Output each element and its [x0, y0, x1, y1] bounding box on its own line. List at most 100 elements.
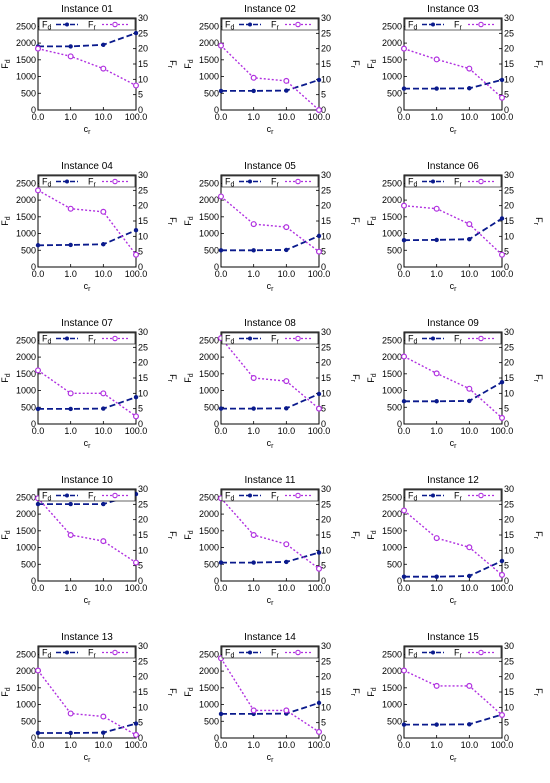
- x-tick-label: 10.0: [95, 112, 113, 122]
- fd-data-point: [35, 406, 41, 412]
- legend-marker-fd: [431, 179, 435, 184]
- fr-data-point: [400, 45, 407, 52]
- y-tick-label: 2000: [382, 195, 402, 205]
- x-tick-label: 0.0: [398, 269, 411, 279]
- y2-tick-label: 5: [321, 718, 326, 728]
- y-tick-label: 500: [204, 88, 219, 98]
- line-chart: Instance 10 0 500 1000 1500 2000 2500 0 5 10 15 20 2…: [0, 475, 178, 607]
- fr-data-point: [466, 682, 473, 689]
- x-axis-label: cr: [450, 595, 458, 607]
- x-tick-label: 0.0: [215, 269, 228, 279]
- legend: Fd Fr: [38, 489, 136, 503]
- y2-tick-label: 5: [504, 247, 509, 257]
- y-tick-label: 0: [31, 105, 36, 115]
- x-tick-label: 100.0: [308, 269, 331, 279]
- x-tick-label: 0.0: [32, 112, 45, 122]
- y-tick-label: 500: [21, 716, 36, 726]
- legend: Fd Fr: [404, 18, 502, 32]
- fr-data-point: [433, 682, 440, 689]
- x-axis-label: cr: [267, 438, 275, 450]
- fr-series-line: [403, 205, 503, 256]
- legend-marker-fd: [431, 336, 435, 341]
- y2-tick-label: 10: [138, 545, 148, 555]
- x-tick-label: 100.0: [491, 583, 514, 593]
- fr-data-point: [316, 728, 323, 735]
- y2-tick-label: 0: [504, 105, 509, 115]
- x-tick-label: 10.0: [461, 426, 479, 436]
- y-tick-label: 2500: [16, 335, 36, 345]
- fd-data-point: [401, 238, 407, 243]
- y-tick-label: 0: [397, 733, 402, 743]
- chart-panel: Instance 08 0 500 1000 1500 2000 2500 0 5 10 15 20 2…: [183, 314, 363, 469]
- y2-tick-label: 25: [504, 499, 514, 509]
- x-tick-label: 1.0: [430, 426, 443, 436]
- y2-tick-label: 25: [138, 28, 148, 38]
- fr-data-point: [133, 413, 140, 420]
- y-tick-label: 2500: [199, 335, 219, 345]
- legend-marker-fd: [431, 493, 435, 498]
- legend-marker-fr: [478, 21, 484, 28]
- fr-data-point: [133, 251, 140, 258]
- fr-data-point: [283, 541, 290, 548]
- fd-data-point: [467, 722, 472, 727]
- y-tick-label: 1500: [199, 212, 219, 222]
- y-tick-label: 2000: [16, 509, 36, 519]
- y2-tick-label: 10: [138, 702, 148, 712]
- fr-data-point: [250, 707, 257, 714]
- y2-axis-label: Fr: [532, 374, 544, 383]
- legend-marker-fr: [478, 649, 484, 656]
- fr-data-point: [316, 248, 323, 255]
- legend-box: [38, 489, 136, 502]
- legend-label-fd: Fd: [225, 334, 235, 346]
- y2-axis-label: Fr: [349, 374, 361, 383]
- x-tick-label: 100.0: [491, 740, 514, 750]
- chart-panel: Instance 07 0 500 1000 1500 2000 2500 0 5 10 15 20 2…: [0, 314, 180, 469]
- chart-title: Instance 01: [61, 4, 113, 15]
- y2-tick-label: 0: [504, 576, 509, 586]
- y-axis-label: Fd: [366, 687, 378, 697]
- y2-axis-label: Fr: [532, 217, 544, 226]
- legend-label-fr: Fr: [88, 334, 97, 346]
- y-axis-label: Fd: [0, 530, 12, 540]
- y-axis-label: Fd: [183, 687, 195, 697]
- legend-marker-fr: [478, 335, 484, 342]
- line-chart: Instance 02 0 500 1000 1500 2000 2500 0 5 10 15 20 2…: [183, 4, 361, 136]
- x-axis-label: cr: [84, 752, 92, 764]
- legend-label-fd: Fd: [225, 648, 235, 660]
- y2-tick-label: 0: [138, 262, 143, 272]
- legend-box: [404, 175, 502, 188]
- legend-label-fr: Fr: [271, 334, 280, 346]
- y2-tick-label: 30: [504, 13, 514, 23]
- fr-data-point: [100, 538, 107, 545]
- fr-series-line: [403, 509, 503, 576]
- fd-data-point: [316, 77, 322, 83]
- y-tick-label: 2500: [199, 492, 219, 502]
- y-axis-label: Fd: [366, 59, 378, 69]
- legend: Fd Fr: [38, 332, 136, 346]
- y-tick-label: 0: [214, 262, 219, 272]
- y2-tick-label: 30: [321, 13, 331, 23]
- legend-label-fr: Fr: [271, 20, 280, 32]
- y2-tick-label: 30: [321, 327, 331, 337]
- legend-label-fr: Fr: [88, 491, 97, 503]
- x-tick-label: 100.0: [491, 112, 514, 122]
- y2-tick-label: 5: [504, 404, 509, 414]
- y-tick-label: 1000: [199, 700, 219, 710]
- y2-tick-label: 15: [138, 687, 148, 697]
- fd-data-point: [467, 398, 472, 404]
- y2-tick-label: 20: [504, 515, 514, 525]
- y2-tick-label: 20: [504, 672, 514, 682]
- x-tick-label: 100.0: [125, 426, 148, 436]
- legend-marker-fr: [112, 178, 118, 185]
- y2-tick-label: 10: [138, 74, 148, 84]
- x-axis-label: cr: [84, 124, 92, 136]
- y2-tick-label: 5: [321, 561, 326, 571]
- fd-data-point: [467, 86, 472, 91]
- x-tick-label: 0.0: [32, 426, 45, 436]
- y-tick-label: 500: [387, 88, 402, 98]
- line-chart: Instance 15 0 500 1000 1500 2000 2500 0 5 10 15 20 2…: [366, 632, 544, 764]
- y2-tick-label: 30: [138, 484, 148, 494]
- fd-data-point: [434, 574, 439, 579]
- chart-title: Instance 09: [427, 318, 479, 329]
- x-tick-label: 10.0: [278, 269, 296, 279]
